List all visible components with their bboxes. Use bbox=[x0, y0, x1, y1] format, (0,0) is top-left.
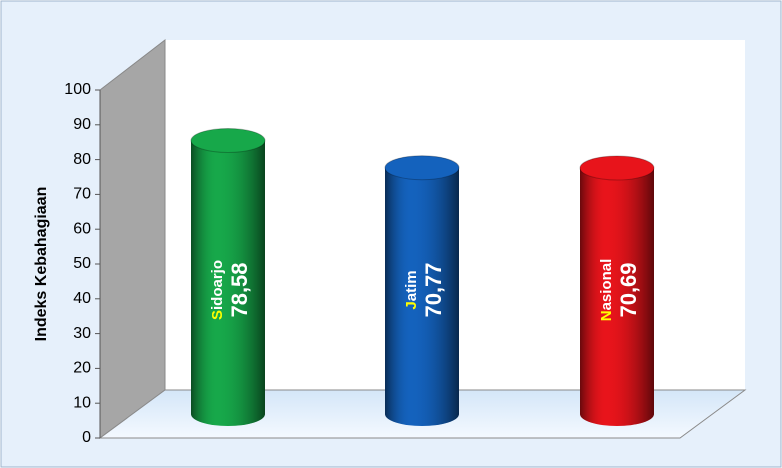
category-label: Sidoarjo bbox=[209, 260, 226, 320]
value-label: 70,69 bbox=[616, 262, 641, 317]
category-rest: idoarjo bbox=[209, 260, 226, 310]
category-label: Jatim bbox=[403, 270, 420, 309]
y-tick-label: 70 bbox=[73, 186, 91, 203]
y-tick-label: 10 bbox=[73, 394, 91, 411]
y-tick-label: 40 bbox=[73, 290, 91, 307]
y-tick-label: 60 bbox=[73, 220, 91, 237]
category-initial: N bbox=[598, 310, 615, 321]
category-initial: J bbox=[403, 301, 420, 309]
bar-top bbox=[579, 155, 655, 181]
bar-shade bbox=[385, 167, 459, 426]
category-initial: S bbox=[209, 310, 226, 320]
y-axis-label: Indeks Kebahagiaan bbox=[33, 187, 50, 342]
bar-shade bbox=[580, 167, 654, 427]
y-tick-label: 30 bbox=[73, 325, 91, 342]
value-label: 78,58 bbox=[227, 262, 252, 317]
category-rest: asional bbox=[598, 259, 615, 311]
y-tick-label: 0 bbox=[82, 429, 91, 446]
y-tick-label: 100 bbox=[64, 81, 91, 98]
y-tick-label: 50 bbox=[73, 255, 91, 272]
y-tick-label: 80 bbox=[73, 151, 91, 168]
bar-shade bbox=[191, 140, 265, 426]
side-wall bbox=[99, 38, 166, 439]
y-tick-label: 90 bbox=[73, 116, 91, 133]
value-label: 70,77 bbox=[421, 262, 446, 317]
category-rest: atim bbox=[403, 270, 420, 301]
y-tick-label: 20 bbox=[73, 360, 91, 377]
category-label: Nasional bbox=[598, 259, 615, 322]
bar-top bbox=[190, 128, 266, 154]
bar-top bbox=[384, 155, 460, 181]
